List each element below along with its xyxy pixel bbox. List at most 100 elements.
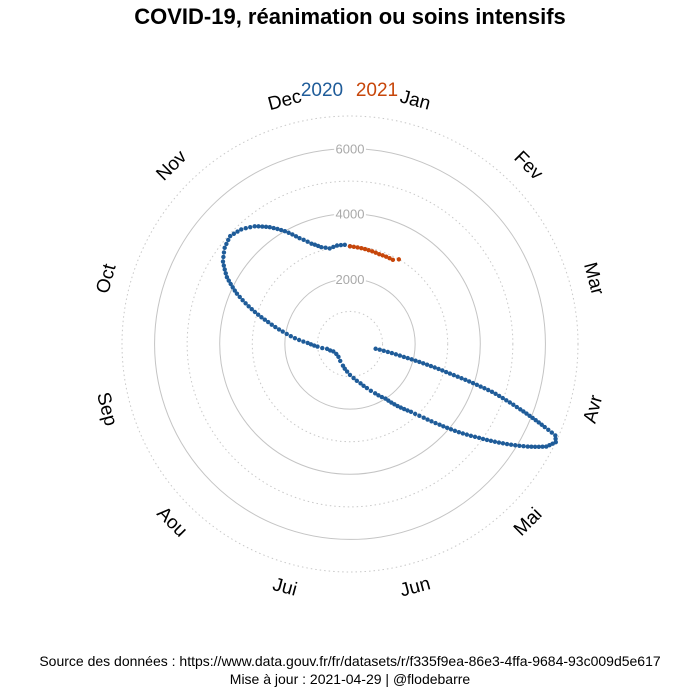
- data-point-2020: [448, 427, 454, 432]
- data-point-2020: [433, 420, 438, 426]
- data-point-2020: [478, 384, 483, 389]
- data-point-2020: [542, 424, 547, 430]
- data-point-2020: [513, 443, 518, 448]
- data-point-2020: [319, 244, 324, 250]
- data-point-2020: [401, 406, 407, 412]
- month-label-dec: Dec: [266, 86, 304, 115]
- data-point-2020: [290, 232, 295, 237]
- data-point-2020: [262, 317, 267, 322]
- data-point-2020: [546, 427, 551, 433]
- data-point-2021: [370, 249, 375, 254]
- data-point-2020: [544, 444, 549, 449]
- data-point-2020: [496, 440, 502, 445]
- major-grid-circle: [154, 148, 546, 540]
- data-point-2020: [504, 398, 509, 403]
- data-point-2020: [379, 394, 385, 400]
- minor-grid-circle: [121, 115, 579, 573]
- radial-tick-layer: 2000 4000 6000: [334, 140, 367, 289]
- data-point-2020: [393, 352, 399, 357]
- month-label-jan: Jan: [398, 86, 433, 114]
- data-point-2020: [389, 350, 395, 356]
- data-point-2020: [361, 383, 366, 389]
- data-point-2020: [305, 340, 310, 346]
- data-point-2020: [482, 386, 487, 391]
- data-point-2020: [276, 327, 282, 332]
- data-point-2020: [424, 362, 430, 367]
- month-label-mai: Mai: [510, 504, 547, 541]
- data-point-2020: [224, 274, 230, 280]
- legend-entry-2021: 2021: [356, 80, 398, 101]
- data-point-2020: [296, 337, 302, 343]
- data-point-2020: [425, 417, 430, 422]
- data-point-2020: [267, 225, 272, 230]
- data-point-2020: [351, 375, 356, 381]
- data-point-2020: [432, 365, 437, 370]
- data-point-2020: [237, 294, 242, 300]
- data-point-2020: [385, 349, 391, 355]
- data-point-2020: [243, 301, 248, 306]
- data-point-2020: [421, 415, 426, 420]
- data-point-2020: [459, 376, 464, 381]
- data-point-2020: [518, 407, 523, 412]
- data-point-2020: [484, 437, 490, 443]
- month-label-layer: Jan Fev Mar Avr Mai Jun Jui Aou Sep Oct Nov Dec: [92, 86, 608, 601]
- data-point-2020: [331, 244, 336, 250]
- data-point-2021: [373, 250, 378, 255]
- data-point-2020: [301, 339, 306, 344]
- data-point-2020: [224, 241, 229, 247]
- data-point-2020: [529, 444, 534, 449]
- data-point-2021: [351, 244, 357, 249]
- data-point-2020: [305, 239, 310, 244]
- month-label-aou: Aou: [152, 503, 191, 542]
- data-point-2020: [252, 224, 257, 229]
- data-point-2020: [323, 245, 328, 250]
- data-point-2020: [470, 380, 476, 386]
- data-point-2020: [376, 393, 381, 398]
- data-point-2020: [269, 322, 274, 327]
- data-point-2020: [417, 413, 422, 419]
- data-point-2020: [226, 278, 231, 283]
- data-point-2020: [381, 348, 386, 353]
- data-point-2020: [364, 385, 370, 391]
- data-point-2020: [533, 418, 538, 423]
- data-point-2020: [500, 441, 506, 446]
- data-point-2020: [460, 431, 466, 436]
- month-label-nov: Nov: [152, 146, 191, 185]
- month-label-mar: Mar: [579, 260, 608, 298]
- data-point-2021: [380, 253, 385, 258]
- data-point-2020: [447, 371, 453, 376]
- data-point-2021: [366, 247, 371, 253]
- data-point-2021: [387, 256, 392, 261]
- data-point-2020: [260, 224, 265, 229]
- data-point-2020: [527, 413, 532, 418]
- data-point-2020: [334, 351, 339, 357]
- data-point-2021: [390, 257, 396, 263]
- data-point-2020: [456, 429, 462, 435]
- data-point-2020: [271, 225, 276, 231]
- month-label-jun: Jun: [398, 573, 433, 601]
- data-point-2021: [383, 254, 389, 259]
- data-point-2020: [320, 345, 325, 351]
- data-point-2020: [347, 372, 353, 378]
- data-point-2020: [511, 402, 516, 407]
- data-point-2020: [455, 374, 460, 379]
- footer: Source des données : https://www.data.go…: [0, 652, 700, 688]
- major-grid-circle: [284, 278, 416, 410]
- data-point-2020: [486, 387, 491, 393]
- data-point-layer: [220, 224, 558, 449]
- data-point-2020: [263, 224, 269, 230]
- data-point-2020: [230, 285, 235, 290]
- data-point-2020: [549, 430, 555, 435]
- data-point-2020: [293, 234, 299, 239]
- data-point-2020: [493, 391, 498, 397]
- data-point-2020: [222, 267, 227, 272]
- data-point-2020: [239, 227, 244, 232]
- data-point-2020: [246, 304, 251, 309]
- data-point-2020: [553, 433, 558, 438]
- data-point-2020: [282, 228, 288, 234]
- data-point-2020: [249, 307, 254, 312]
- data-point-2020: [259, 315, 264, 320]
- data-point-2020: [226, 237, 231, 243]
- data-point-2020: [280, 329, 285, 334]
- data-point-2020: [536, 444, 542, 449]
